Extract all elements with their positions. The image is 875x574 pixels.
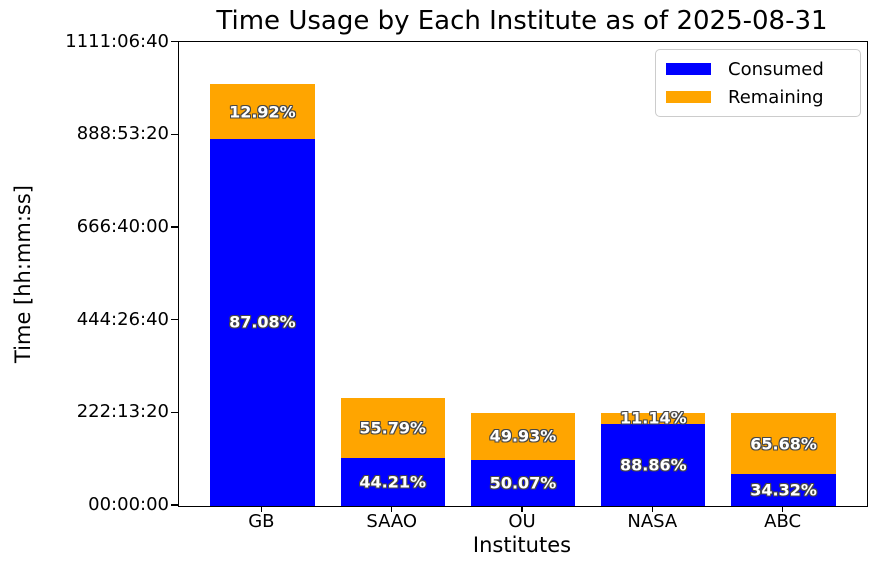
x-tick-mark <box>651 506 653 512</box>
bar-label-consumed: 50.07% <box>489 473 557 493</box>
bar-remaining-segment <box>340 398 445 459</box>
x-tick-label: NASA <box>627 511 678 532</box>
y-axis-label: Time [hh:mm:ss] <box>11 184 35 364</box>
bar-remaining-segment <box>470 413 576 460</box>
bar-label-consumed: 87.08% <box>229 312 296 332</box>
x-tick-mark <box>391 506 393 512</box>
bar-label-consumed: 34.32% <box>750 480 817 500</box>
bar-consumed-segment <box>470 459 576 506</box>
x-tick-mark <box>260 506 263 512</box>
bar-consumed-segment <box>340 458 445 506</box>
x-tick-label: ABC <box>764 511 802 532</box>
bar-consumed-segment <box>601 423 706 506</box>
y-tick-label: 1111:06:40 <box>65 30 169 52</box>
bar-label-consumed: 44.21% <box>359 472 427 492</box>
y-tick-mark <box>171 411 178 413</box>
bar-label-remaining: 11.14% <box>619 408 687 428</box>
chart-title: Time Usage by Each Institute as of 2025-… <box>216 6 828 36</box>
y-tick-label: 888:53:20 <box>76 123 169 145</box>
bar-remaining-segment <box>210 84 315 139</box>
x-tick-mark <box>781 506 784 512</box>
bar-remaining-segment <box>731 413 836 475</box>
consumed-color-swatch <box>666 63 711 75</box>
x-axis-label: Institutes <box>472 533 572 557</box>
legend: Consumed Remaining <box>655 49 861 117</box>
y-tick-label: 444:26:40 <box>76 308 169 330</box>
y-tick-label: 222:13:20 <box>76 401 169 423</box>
bar-label-remaining: 49.93% <box>489 426 557 446</box>
bar-consumed-segment <box>210 138 315 506</box>
y-tick-mark <box>171 226 178 228</box>
y-tick-mark <box>171 40 178 43</box>
x-tick-label: SAAO <box>366 511 418 532</box>
x-tick-label: OU <box>508 511 536 532</box>
y-tick-mark <box>171 504 178 506</box>
bar-label-remaining: 12.92% <box>229 102 296 122</box>
x-tick-mark <box>521 506 523 512</box>
plot-area: 87.08% 12.92% 44.21% 55.79% 50.07% 49.93% 88.8… <box>178 41 868 507</box>
y-tick-label: 00:00:00 <box>88 494 169 515</box>
y-tick-label: 666:40:00 <box>76 215 169 237</box>
bar-remaining-segment <box>601 413 706 424</box>
bar-label-remaining: 65.68% <box>750 434 817 454</box>
legend-row-consumed: Consumed <box>666 59 848 80</box>
y-tick-mark <box>171 318 178 321</box>
bar-label-consumed: 88.86% <box>619 455 687 475</box>
y-tick-mark <box>171 133 178 135</box>
remaining-color-swatch <box>666 91 711 103</box>
x-tick-label: GB <box>248 511 275 532</box>
legend-label-consumed: Consumed <box>728 58 824 80</box>
bar-label-remaining: 55.79% <box>359 418 427 438</box>
legend-label-remaining: Remaining <box>728 86 824 108</box>
bar-consumed-segment <box>731 474 836 506</box>
legend-row-remaining: Remaining <box>666 87 848 108</box>
